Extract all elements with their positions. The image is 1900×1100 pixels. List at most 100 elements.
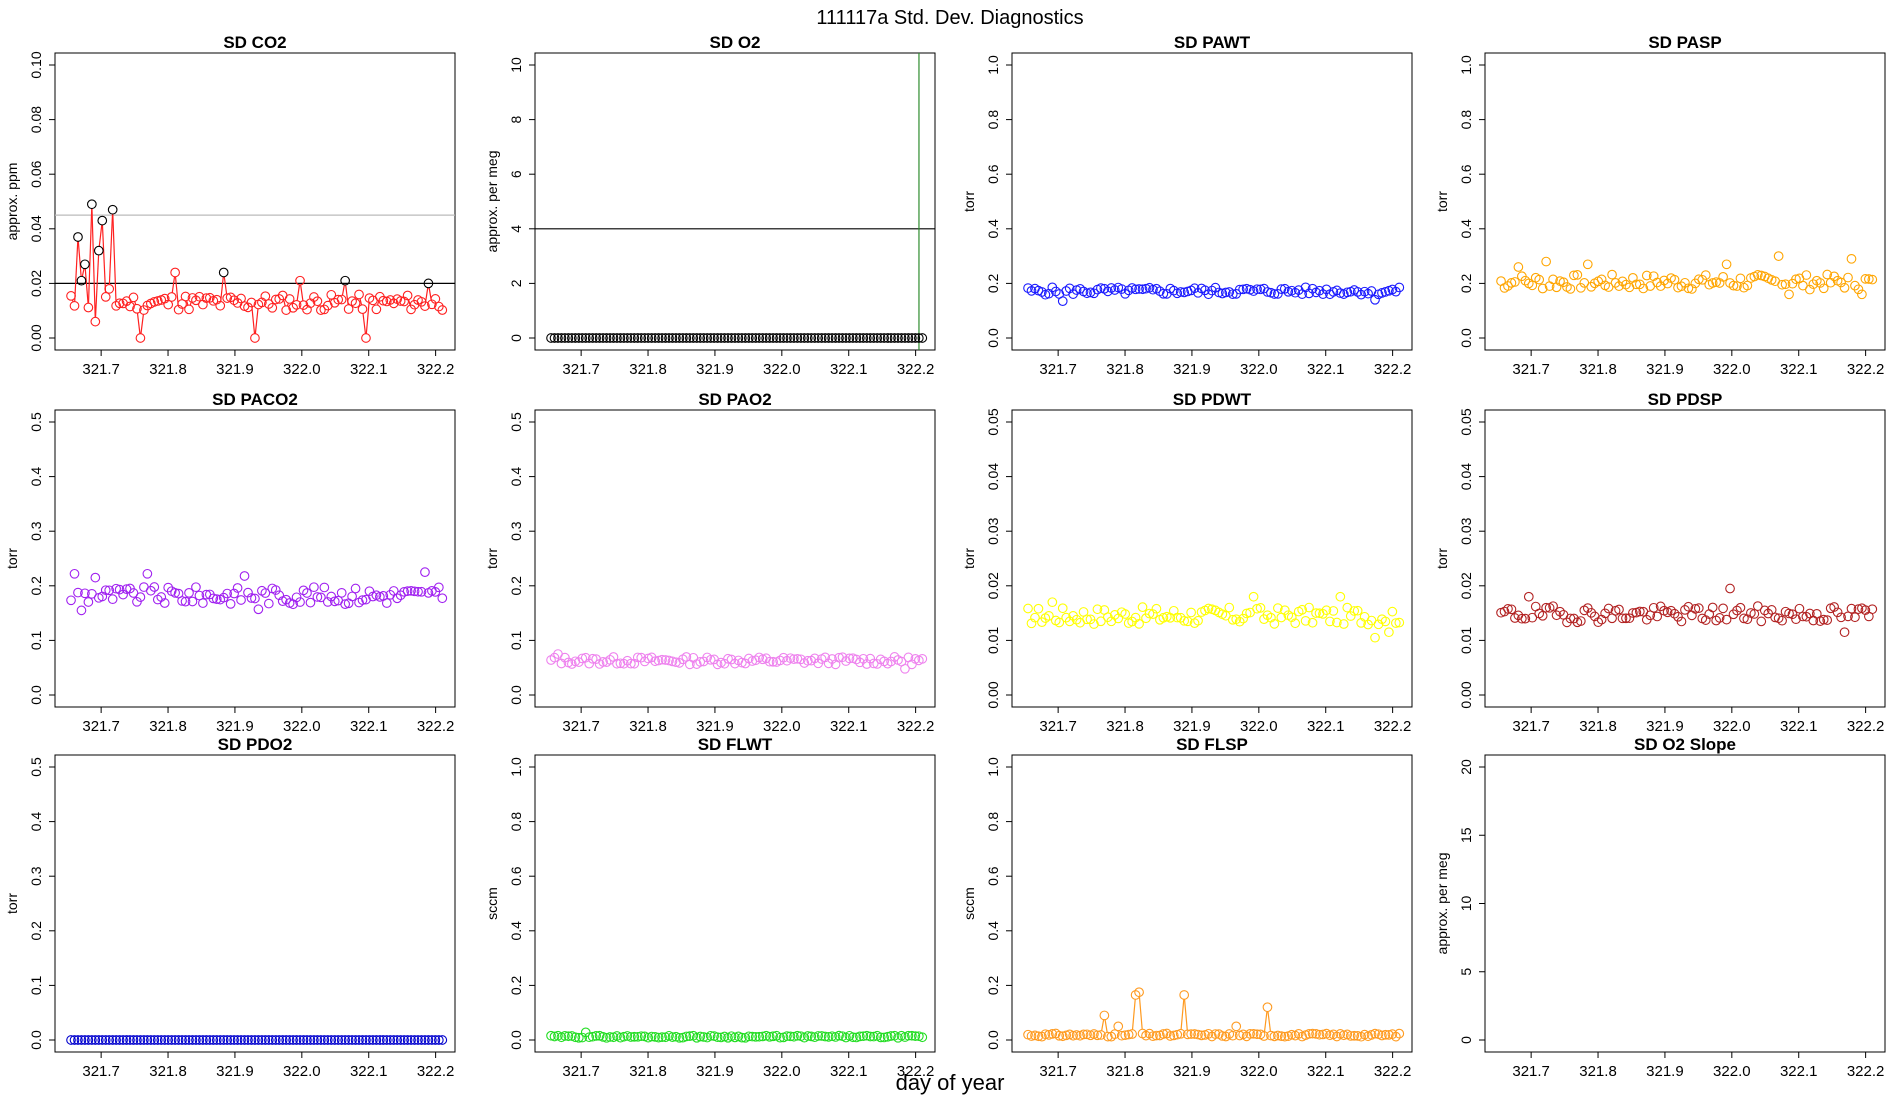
data-point bbox=[1182, 616, 1193, 627]
data-point bbox=[802, 655, 813, 666]
y-tick-label: 0.2 bbox=[508, 975, 524, 995]
data-point bbox=[573, 333, 584, 343]
data-point bbox=[1318, 1029, 1328, 1040]
data-point bbox=[882, 1031, 893, 1042]
data-point bbox=[875, 333, 886, 343]
data-point bbox=[260, 588, 271, 598]
data-point bbox=[719, 658, 730, 669]
data-point bbox=[198, 1035, 208, 1045]
data-point bbox=[198, 598, 208, 608]
data-point bbox=[1273, 1030, 1283, 1041]
data-point bbox=[1293, 1028, 1304, 1039]
data-point bbox=[312, 296, 323, 307]
data-point bbox=[114, 584, 125, 595]
series-segment bbox=[189, 302, 192, 306]
data-point bbox=[1836, 612, 1846, 623]
figure-title: 111117a Std. Dev. Diagnostics bbox=[816, 7, 1083, 29]
plot-frame bbox=[1484, 52, 1886, 351]
panel-title: SD O2 bbox=[709, 33, 760, 52]
data-point bbox=[1815, 278, 1826, 288]
y-axis-label: torr bbox=[4, 548, 20, 569]
data-point bbox=[433, 1035, 444, 1045]
data-point bbox=[1794, 603, 1805, 614]
data-point bbox=[848, 1032, 858, 1043]
data-point bbox=[1047, 597, 1058, 608]
data-point bbox=[1189, 1029, 1200, 1039]
data-point bbox=[591, 333, 601, 343]
y-tick-label: 0.2 bbox=[985, 273, 1001, 293]
data-point bbox=[1503, 604, 1513, 614]
data-point bbox=[1335, 591, 1346, 602]
y-tick-label: 0.01 bbox=[985, 627, 1001, 654]
data-point bbox=[1252, 1029, 1262, 1040]
data-point bbox=[872, 333, 883, 343]
data-point bbox=[1307, 1028, 1318, 1039]
data-point bbox=[104, 585, 115, 596]
data-point bbox=[159, 1035, 170, 1045]
data-point bbox=[695, 1031, 706, 1042]
data-point bbox=[1175, 287, 1186, 297]
data-point bbox=[1363, 288, 1373, 299]
data-point bbox=[298, 1035, 309, 1045]
x-tick-label: 321.8 bbox=[1579, 361, 1617, 378]
data-point bbox=[792, 653, 803, 664]
data-point bbox=[437, 1035, 448, 1045]
data-point bbox=[1370, 294, 1380, 305]
data-point bbox=[1628, 273, 1638, 283]
data-point bbox=[1638, 283, 1649, 294]
data-point bbox=[1676, 281, 1687, 292]
data-point bbox=[1231, 1021, 1242, 1032]
data-point bbox=[747, 333, 758, 343]
data-point bbox=[90, 316, 101, 327]
data-point bbox=[653, 1032, 664, 1043]
data-point bbox=[608, 333, 619, 343]
data-point bbox=[802, 1031, 813, 1041]
y-tick-label: 0.8 bbox=[985, 110, 1001, 130]
data-point bbox=[688, 333, 699, 343]
data-point bbox=[357, 304, 368, 314]
data-point bbox=[1203, 289, 1214, 300]
data-point bbox=[1867, 604, 1878, 615]
x-tick-label: 321.7 bbox=[82, 1063, 120, 1080]
data-point bbox=[1718, 272, 1728, 282]
data-point bbox=[619, 333, 629, 343]
data-point bbox=[827, 654, 837, 664]
x-tick-label: 321.9 bbox=[696, 361, 734, 378]
x-tick-label: 322.2 bbox=[897, 1063, 935, 1080]
data-point bbox=[166, 1035, 177, 1045]
data-point bbox=[1168, 285, 1179, 296]
data-point bbox=[1780, 279, 1791, 290]
data-point bbox=[180, 596, 191, 607]
y-tick-label: 0.05 bbox=[1458, 408, 1474, 435]
data-point bbox=[1832, 607, 1843, 618]
data-point bbox=[326, 1035, 337, 1045]
data-point bbox=[1134, 284, 1144, 294]
data-point bbox=[1631, 279, 1642, 290]
data-point bbox=[1023, 283, 1033, 293]
data-point bbox=[1787, 609, 1798, 620]
data-point bbox=[1182, 1029, 1193, 1040]
data-point bbox=[1179, 615, 1190, 626]
data-point bbox=[357, 1035, 368, 1045]
y-tick-label: 0.8 bbox=[1458, 110, 1474, 130]
data-point bbox=[378, 1035, 389, 1045]
data-point bbox=[1624, 613, 1635, 624]
data-point bbox=[702, 333, 713, 343]
x-tick-label: 321.7 bbox=[1512, 361, 1550, 378]
x-tick-label: 321.9 bbox=[216, 361, 254, 378]
data-point bbox=[768, 1031, 778, 1042]
data-point bbox=[1829, 602, 1839, 612]
data-point bbox=[570, 656, 581, 667]
series-segment bbox=[1183, 999, 1188, 1030]
data-point bbox=[118, 589, 128, 600]
data-point bbox=[806, 333, 817, 343]
data-point bbox=[305, 1035, 316, 1045]
x-tick-label: 322.0 bbox=[1240, 718, 1278, 735]
data-point bbox=[743, 333, 754, 343]
y-tick-label: 0.0 bbox=[985, 328, 1001, 348]
data-point bbox=[1248, 1028, 1259, 1039]
data-point bbox=[761, 333, 772, 343]
data-point bbox=[632, 333, 643, 343]
series-segment bbox=[1101, 1019, 1105, 1031]
data-point bbox=[302, 1035, 312, 1045]
